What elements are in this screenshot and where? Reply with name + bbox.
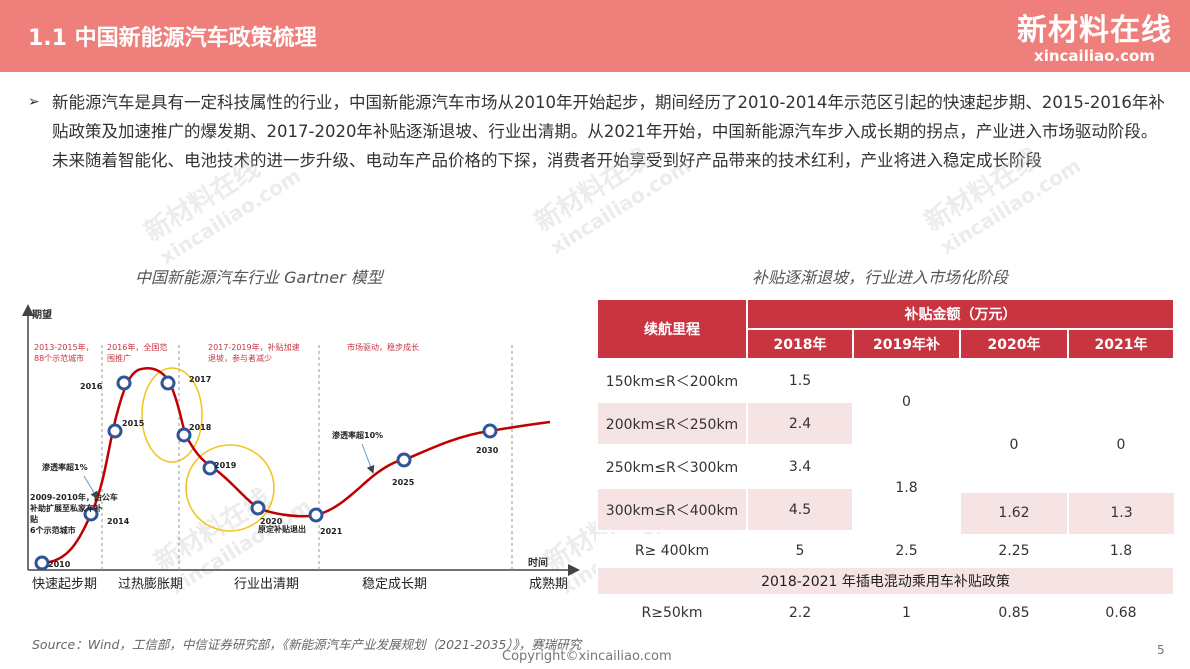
year-label: 2014 [107,517,130,526]
right-caption: 补贴逐渐退坡，行业进入市场化阶段 [752,268,1009,287]
year-label: 2020 [260,517,283,526]
pointer-arrow [361,443,375,474]
point-2017 [160,375,176,391]
early-label: 贴 [30,514,38,524]
year-label: 2010 [48,560,71,569]
stage-label: 快速起步期 [32,577,97,592]
header-amount: 补贴金额（万元） [746,298,1175,330]
bullet-arrow-icon: ➢ [28,94,40,110]
left-caption: 中国新能源汽车行业 Gartner 模型 [135,268,383,287]
note-2016b: 围推广 [107,353,131,363]
note-2013: 2013-2015年， [34,342,94,352]
highlight-ellipse [185,444,275,532]
stage-dividers [101,345,513,570]
note-2016: 2016年，全国范 [107,342,167,352]
pointer-arrow [83,475,99,500]
page-number: 5 [1157,643,1165,657]
x-axis-label: 时间 [528,556,548,569]
early-label: 2009-2010年，由公车 [30,492,118,502]
point-2014 [83,506,99,522]
early-label: 补助扩展至私家车补 [29,503,102,513]
year-label: 2021 [320,527,343,536]
stage-label: 过热膨胀期 [118,577,183,592]
point-2016 [116,375,132,391]
year-label: 2015 [122,419,145,428]
table-row: 300km≤R＜400km 4.5 [596,487,1174,532]
year-label: 2019 [214,461,237,470]
point-2015 [107,423,123,439]
year-label: 2030 [476,446,499,455]
header-range: 续航里程 [596,298,748,360]
table-row: R≥50km 2.2 1 0.85 0.68 [596,594,1175,632]
intro-text: 新能源汽车是具有一定科技属性的行业，中国新能源汽车市场从2010年开始起步，期间… [52,93,1165,170]
table-row: 200km≤R＜250km 2.4 [596,401,1174,446]
point-2020 [250,500,266,516]
year-label: 2018 [189,423,212,432]
note-2017b: 退坡，参与者减少 [208,353,272,363]
stage-label: 行业出清期 [234,577,299,592]
header-year: 2018年 [746,328,854,360]
exit-label: 原定补贴退出 [258,524,306,534]
point-2010 [34,555,50,571]
phev-policy-title: 2018-2021 年插电混动乘用车补贴政策 [596,566,1175,596]
subsidy-table-bottom: R≥ 400km 5 2.5 2.25 1.8 2018-2021 年插电混动乘… [596,534,1175,632]
penetration-1-label: 渗透率超1% [42,462,88,472]
note-market: 市场驱动，稳步成长 [347,342,419,352]
early-label: 6个示范城市 [30,525,76,535]
header-year: 2021年 [1067,328,1175,360]
year-label: 2016 [80,382,103,391]
header-year: 2019年补 [852,328,961,360]
header-year: 2020年 [959,328,1069,360]
page-title: 1.1 中国新能源汽车政策梳理 [28,26,317,51]
point-2030 [482,423,498,439]
intro-paragraph: ➢ 新能源汽车是具有一定科技属性的行业，中国新能源汽车市场从2010年开始起步，… [28,88,1168,175]
highlight-ellipse [141,367,203,463]
table-row: 150km≤R＜200km 1.5 0 0 0 [596,358,1175,532]
point-2019 [202,460,218,476]
copyright: Copyright©xincailiao.com [502,649,672,664]
year-label: 2017 [189,375,211,384]
logo-cn: 新材料在线 [1017,13,1172,48]
point-2025 [396,452,412,468]
source-note: Source：Wind，工信部，中信证券研究部，《新能源汽车产业发展规划（202… [32,637,582,652]
year-label: 2025 [392,478,415,487]
year-points [34,375,498,571]
logo: 新材料在线 xincailiao.com [1017,13,1172,65]
stage-label: 成熟期 [529,576,568,592]
y-axis-label: 期望 [32,308,52,321]
cell-2020-300: 1.62 [960,492,1068,535]
stage-label: 稳定成长期 [362,576,427,592]
note-2013b: 88个示范城市 [34,353,84,363]
table-row: 250km≤R＜300km 3.4 1.8 [596,444,1174,532]
point-2018 [176,427,192,443]
note-2017: 2017-2019年，补贴加速 [208,342,300,352]
table-row: R≥ 400km 5 2.5 2.25 1.8 [596,534,1175,568]
gartner-diagram: 期望 时间 2013-2015年， 88个示范城市 2016年，全国范 围推广 … [22,304,580,592]
header-bar: 1.1 中国新能源汽车政策梳理 新材料在线 xincailiao.com [0,0,1190,72]
logo-en: xincailiao.com [1034,47,1155,65]
cell-2021-300: 1.3 [1068,492,1175,535]
point-2021 [308,507,324,523]
penetration-10-label: 渗透率超10% [332,430,383,440]
